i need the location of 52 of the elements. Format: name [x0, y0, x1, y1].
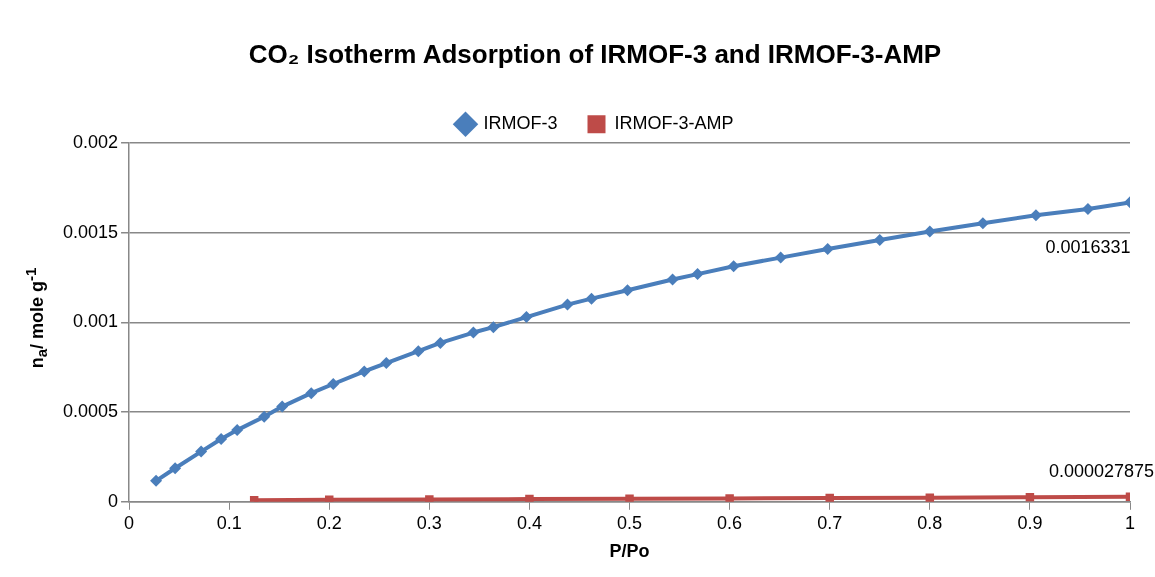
point — [231, 424, 244, 437]
point — [821, 242, 834, 255]
point — [425, 495, 434, 502]
point — [925, 493, 935, 502]
chart-title: CO₂ Isotherm Adsorption of IRMOF-3 and IRMOF-3-AMP — [248, 38, 942, 69]
point — [585, 292, 598, 305]
annotation: 0.0016331 — [1045, 236, 1131, 257]
point — [487, 321, 500, 334]
x-tick-label: 0.2 — [316, 512, 342, 533]
point — [258, 410, 271, 423]
point — [774, 251, 787, 264]
point — [380, 357, 393, 370]
point — [691, 268, 704, 281]
x-tick-label: 0.4 — [516, 512, 542, 533]
point — [276, 400, 289, 413]
y-tick-label: 0.0015 — [62, 221, 119, 242]
point — [825, 493, 834, 502]
point — [561, 298, 574, 311]
legend-label: IRMOF-3-AMP — [614, 113, 734, 134]
point — [621, 284, 634, 297]
point — [305, 387, 318, 400]
point — [923, 225, 936, 238]
x-tick-label: 0.3 — [416, 512, 442, 533]
point — [434, 336, 447, 349]
point — [520, 311, 533, 324]
y-tick-label: 0.002 — [73, 132, 119, 153]
x-tick-label: 0.1 — [216, 512, 242, 533]
point — [195, 445, 208, 458]
x-axis-title: P/Po — [609, 541, 650, 562]
x-tick-label: 0.9 — [1017, 512, 1043, 533]
point — [150, 474, 163, 487]
x-tick-label: 0 — [124, 512, 135, 533]
point — [327, 378, 340, 390]
x-tick-label: 0.8 — [917, 512, 943, 533]
x-tick-label: 0.5 — [617, 512, 643, 533]
point — [169, 462, 182, 475]
x-tick-label: 0.7 — [817, 512, 843, 533]
point — [467, 326, 480, 339]
point — [525, 494, 534, 502]
annotation: 0.000027875 — [1048, 460, 1154, 481]
y-tick-label: 0 — [108, 490, 119, 511]
point — [727, 260, 740, 273]
point — [215, 433, 228, 446]
x-tick-label: 0.6 — [717, 512, 743, 533]
point — [666, 273, 679, 286]
legend-label: IRMOF-3 — [483, 113, 558, 134]
point — [725, 494, 734, 502]
y-tick-label: 0.0005 — [62, 401, 119, 422]
point — [358, 365, 371, 378]
y-tick-label: 0.001 — [73, 311, 119, 332]
x-tick-label: 1 — [1124, 512, 1136, 533]
point — [412, 345, 425, 358]
